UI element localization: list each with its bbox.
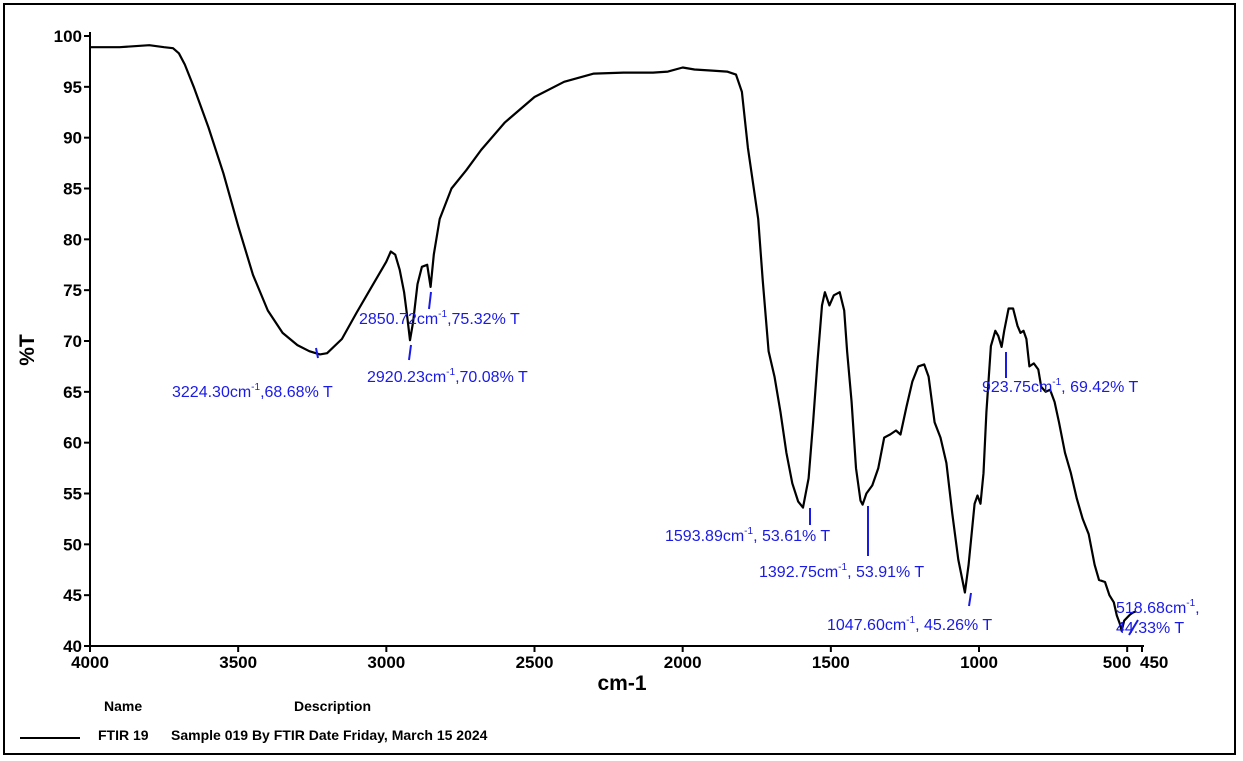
legend-entry-name: FTIR 19 xyxy=(98,727,149,743)
y-tick-label: 75 xyxy=(63,281,82,300)
annotation-peak-923: 923.75cm-1, 69.42% T xyxy=(982,377,1138,396)
x-tick-label: 500 xyxy=(1103,653,1131,672)
annotation-leader xyxy=(968,592,972,607)
y-ticks: 40 45 50 55 60 65 70 75 80 85 90 95 100 xyxy=(54,27,90,656)
x-tick-label: 1000 xyxy=(960,653,998,672)
x-tick-label: 1500 xyxy=(812,653,850,672)
annotation-peak-3224: 3224.30cm-1,68.68% T xyxy=(172,382,333,401)
y-tick-label: 50 xyxy=(63,535,82,554)
annotation-leader xyxy=(315,347,319,359)
annotation-leader xyxy=(1128,619,1139,636)
y-tick-label: 85 xyxy=(63,180,82,199)
annotation-peak-1593: 1593.89cm-1, 53.61% T xyxy=(665,526,830,545)
y-tick-label: 100 xyxy=(54,27,82,46)
annotation-leader xyxy=(408,344,412,361)
y-tick-label: 60 xyxy=(63,434,82,453)
y-tick-label: 80 xyxy=(63,230,82,249)
annotation-peak-518-line2: 44.33% T xyxy=(1116,620,1184,637)
y-tick-label: 45 xyxy=(63,586,82,605)
legend-entry-description: Sample 019 By FTIR Date Friday, March 15… xyxy=(171,727,488,743)
annotation-peak-1392: 1392.75cm-1, 53.91% T xyxy=(759,562,924,581)
y-tick-label: 95 xyxy=(63,78,82,97)
series-group xyxy=(90,44,1137,632)
y-tick-label: 65 xyxy=(63,383,82,402)
x-tick-label: 2000 xyxy=(664,653,702,672)
x-tick-label: 4000 xyxy=(71,653,109,672)
x-tick-label: 2500 xyxy=(516,653,554,672)
x-ticks: 4000 3500 3000 2500 2000 1500 1000 500 450 xyxy=(71,646,1168,672)
legend-description-header: Description xyxy=(294,698,371,714)
annotations-group: 3224.30cm-1,68.68% T 2920.23cm-1,70.08% T… xyxy=(172,291,1200,637)
annotation-peak-518: 518.68cm-1, xyxy=(1116,598,1200,617)
y-axis-title: %T xyxy=(16,334,39,366)
legend-name-header: Name xyxy=(104,698,142,714)
y-tick-label: 40 xyxy=(63,637,82,656)
annotation-leader xyxy=(428,291,432,310)
axes xyxy=(89,32,1144,647)
annotation-peak-1047: 1047.60cm-1, 45.26% T xyxy=(827,615,992,634)
annotation-peak-2920: 2920.23cm-1,70.08% T xyxy=(367,367,528,386)
series-line-ftir-19 xyxy=(90,44,1137,632)
x-tick-label: 450 xyxy=(1140,653,1168,672)
x-tick-label: 3000 xyxy=(367,653,405,672)
y-tick-label: 70 xyxy=(63,332,82,351)
y-tick-label: 55 xyxy=(63,485,82,504)
x-tick-label: 3500 xyxy=(219,653,257,672)
annotation-peak-2850: 2850.72cm-1,75.32% T xyxy=(359,309,520,328)
y-tick-label: 90 xyxy=(63,129,82,148)
x-axis-title: cm-1 xyxy=(597,672,646,695)
